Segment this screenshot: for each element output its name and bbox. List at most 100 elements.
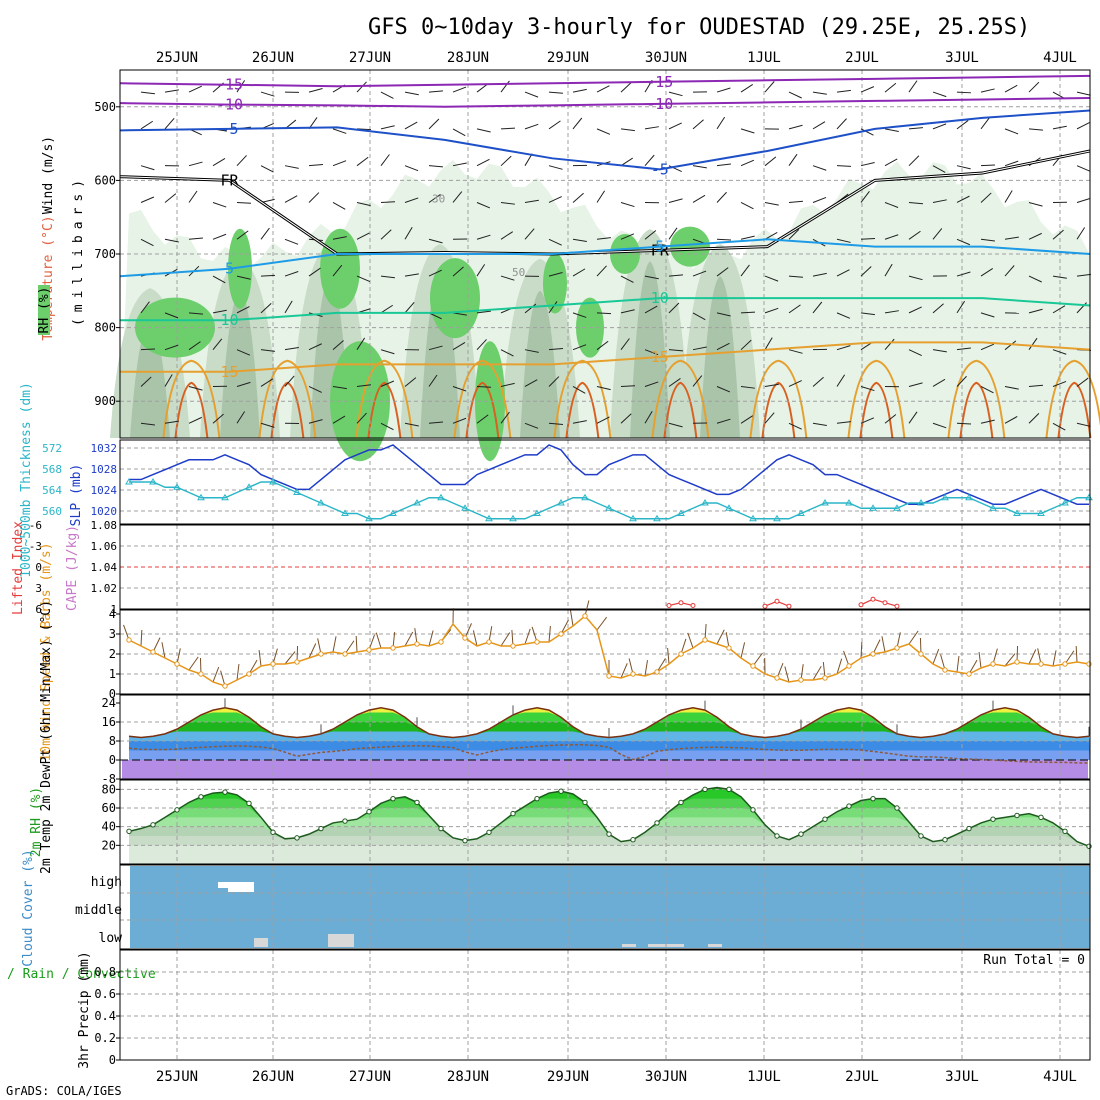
thickness-line-marker: [149, 478, 157, 485]
wind-barb: [188, 312, 203, 315]
wind-barb: [308, 419, 323, 424]
top-date-label: 3JUL: [945, 50, 979, 66]
wind10-barb: [570, 610, 574, 627]
wind-barb: [980, 386, 994, 394]
wind-barb: [188, 85, 202, 93]
wind-barb: [332, 264, 343, 277]
top-date-label: 2JUL: [845, 50, 879, 66]
wind-barb: [956, 165, 971, 170]
lifted-tick-label: 3: [35, 582, 42, 595]
wind-barb: [692, 165, 707, 169]
cloud-ylabel: Cloud Cover (%): [21, 849, 36, 966]
thickness-line-marker: [653, 514, 661, 522]
wind-barb: [668, 302, 680, 314]
wind-barb: [668, 422, 683, 428]
thickness-line-marker: [941, 493, 949, 501]
wind-barb: [884, 310, 899, 314]
wind-barb: [212, 233, 227, 240]
wind-barb: [740, 415, 754, 424]
wind-barb: [764, 156, 777, 167]
wind-barb: [620, 202, 635, 208]
warm-contour: [651, 359, 710, 439]
wind10-barb: [472, 630, 478, 647]
wind-barb: [956, 422, 972, 425]
wind-barb: [572, 344, 587, 351]
bottom-date-label: 30JUN: [645, 1069, 687, 1085]
contour-label: 10: [221, 311, 239, 329]
thickness-line-marker: [893, 504, 901, 511]
wind-barb: [596, 237, 611, 240]
wind-speed-line-marker: [390, 645, 396, 651]
rh-line-marker: [366, 809, 372, 815]
wind-barb: [332, 236, 347, 240]
tick-label: 0.4: [94, 1009, 116, 1023]
wind-barb: [836, 89, 851, 93]
wind-barb: [764, 383, 779, 387]
wind-barb: [932, 228, 943, 240]
thickness-line-marker: [221, 493, 229, 501]
wind-barb: [524, 228, 535, 240]
wind-barb: [356, 275, 371, 283]
wind-speed-line-marker: [942, 667, 948, 673]
wind-barb: [1028, 128, 1043, 131]
wind-barb: [668, 198, 683, 203]
wind-frame: [119, 609, 1091, 695]
wind-barb: [1004, 416, 1018, 424]
wind-barb: [1076, 273, 1091, 277]
wind-barb: [572, 420, 587, 424]
wind-barb: [764, 307, 779, 314]
cloud-grid: [120, 866, 1090, 948]
wind10-barb: [1075, 645, 1078, 663]
wind-barb: [572, 238, 587, 242]
wind-barb: [476, 310, 491, 314]
wind-barb: [1076, 377, 1089, 387]
rh-line-marker: [870, 795, 876, 802]
rh-frame: [119, 779, 1091, 865]
precip-side-label: Total / Rain / Convective: [0, 967, 156, 982]
wind-barb: [884, 158, 898, 167]
wind-barb: [404, 301, 415, 314]
lifted-marker: [786, 603, 792, 609]
wind-speed-line-marker: [342, 651, 348, 657]
tick-label: 0.6: [94, 987, 116, 1001]
tick-label: 0: [109, 687, 116, 701]
bottom-date-label: 28JUN: [447, 1069, 489, 1085]
cape-tick-label: 1: [110, 603, 117, 616]
wind-barb: [716, 342, 730, 351]
thickness-line-marker: [533, 509, 541, 516]
wind-barb: [668, 349, 683, 352]
wind-barb: [260, 302, 272, 314]
top-date-label: 26JUN: [252, 50, 294, 66]
wind-barb: [740, 385, 755, 389]
wind-barb: [308, 267, 321, 277]
wind10-barb: [212, 666, 220, 683]
tick-label: 700: [94, 247, 116, 261]
wind-barb: [980, 419, 995, 424]
wind-barb: [356, 156, 369, 167]
wind-barb: [284, 375, 295, 387]
wind-barb: [428, 118, 440, 130]
top-date-label: 4JUL: [1043, 50, 1077, 66]
cloud-block: [708, 944, 722, 947]
tick-label: 0.2: [94, 1031, 116, 1045]
wind-barb: [332, 415, 346, 424]
wind-barb: [956, 300, 966, 314]
wind-barb: [1076, 422, 1091, 427]
wind-barb: [404, 91, 419, 96]
rh-line-marker: [438, 825, 444, 832]
wind-barb: [236, 275, 251, 280]
thickness-line-marker: [845, 499, 853, 506]
wind-barb: [164, 344, 179, 351]
thickness-tick-label: 572: [42, 442, 62, 455]
cloud-block: [254, 938, 268, 947]
wind-barb: [764, 412, 775, 424]
wind-barb: [548, 271, 563, 277]
rh-grid: [120, 780, 1090, 864]
wind10-barb: [1052, 650, 1057, 667]
wind-barb: [1076, 227, 1086, 240]
wind-barb: [140, 196, 155, 203]
cape-tick-label: 1.08: [91, 519, 118, 532]
rh-line-marker: [222, 789, 228, 795]
wind-barb: [932, 123, 947, 130]
wind-barb: [812, 165, 827, 171]
